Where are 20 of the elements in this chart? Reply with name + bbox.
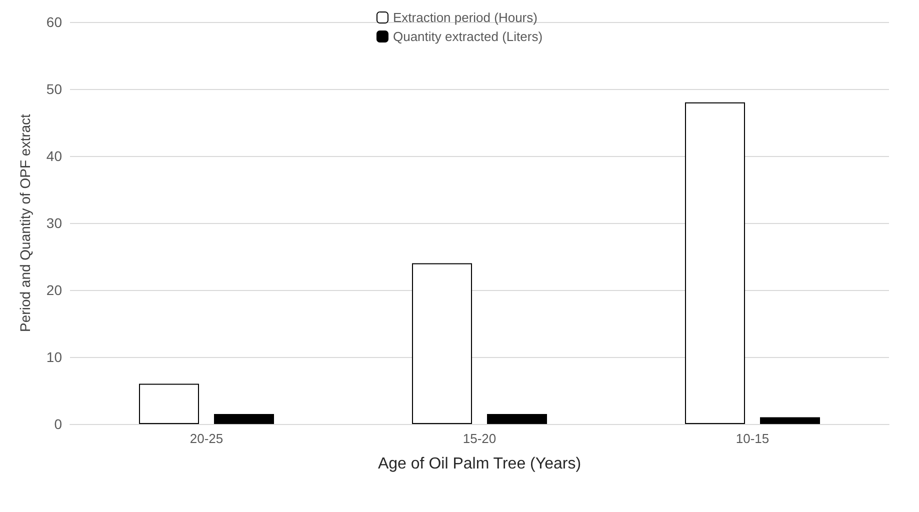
x-tick-label: 10-15 [736, 431, 770, 446]
y-tick-label: 30 [46, 215, 62, 231]
legend-label: Extraction period (Hours) [392, 10, 538, 25]
bar [412, 263, 472, 424]
bar [214, 414, 274, 424]
y-tick-label: 20 [46, 282, 62, 298]
x-tick-label: 20-25 [190, 431, 224, 446]
bar [139, 384, 199, 424]
y-axis-title: Period and Quantity of OPF extract [17, 114, 33, 332]
y-tick-label: 40 [46, 148, 62, 164]
y-tick-label: 50 [46, 81, 62, 97]
y-tick-label: 60 [46, 14, 62, 30]
y-tick-label: 0 [54, 416, 62, 432]
x-axis-title: Age of Oil Palm Tree (Years) [378, 456, 582, 472]
x-tick-label: 15-20 [462, 431, 496, 446]
bar [760, 417, 820, 424]
legend-label: Quantity extracted (Liters) [392, 29, 543, 44]
y-tick-label: 10 [46, 349, 62, 365]
bar [685, 102, 745, 424]
bar [487, 414, 547, 424]
